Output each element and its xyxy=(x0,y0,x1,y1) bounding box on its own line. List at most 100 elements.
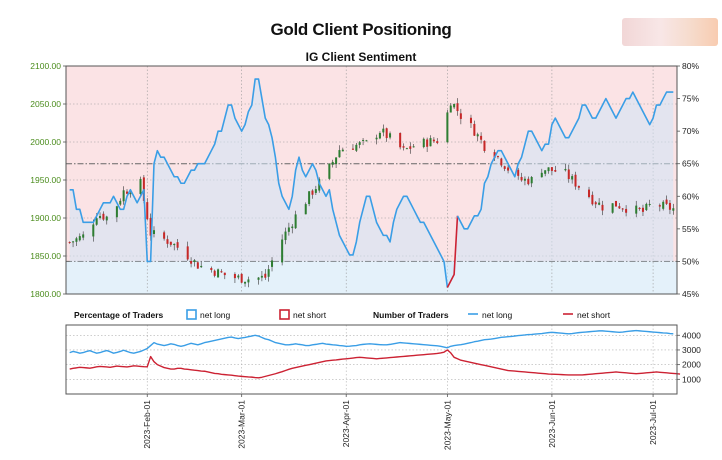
candle-body xyxy=(78,236,81,241)
pct-tick-label: 75% xyxy=(682,94,699,104)
candle-body xyxy=(469,117,472,124)
candle-body xyxy=(621,208,624,210)
candle-body xyxy=(193,260,196,263)
candle-body xyxy=(176,242,179,248)
candle-body xyxy=(645,203,648,211)
candle-body xyxy=(635,205,638,214)
candle-body xyxy=(641,207,644,212)
legend-num-short: net short xyxy=(577,310,611,320)
candle-body xyxy=(567,169,570,180)
candle-body xyxy=(530,177,533,184)
candle-body xyxy=(638,207,641,209)
candle-body xyxy=(271,260,274,267)
candle-body xyxy=(577,185,580,188)
candle-body xyxy=(547,167,550,172)
legend-short-swatch xyxy=(279,309,290,320)
candle-body xyxy=(426,139,429,147)
date-tick-label: 2023-May-01 xyxy=(442,400,452,450)
candle-body xyxy=(544,170,547,174)
candle-body xyxy=(402,146,405,148)
candle-body xyxy=(412,146,415,148)
count-tick-label: 1000 xyxy=(682,374,701,384)
candlesticks xyxy=(68,98,675,288)
candle-body xyxy=(449,105,452,113)
candle-body xyxy=(210,267,213,271)
candle-body xyxy=(436,141,439,144)
date-tick-label: 2023-Mar-01 xyxy=(237,400,247,449)
candle-body xyxy=(126,191,129,194)
candle-body xyxy=(338,150,341,158)
main-panel: 1800.00 1850.00 1900.00 1950.00 2000.00 2050.… xyxy=(30,61,699,299)
candle-body xyxy=(102,213,105,220)
candle-body xyxy=(523,178,526,181)
legend-num-title: Number of Traders xyxy=(373,310,449,320)
candle-body xyxy=(99,216,102,219)
pct-tick-label: 70% xyxy=(682,126,699,136)
price-tick-label: 1850.00 xyxy=(30,251,61,261)
candle-body xyxy=(409,146,412,149)
candle-body xyxy=(314,189,317,193)
lower-lines xyxy=(69,329,681,379)
date-tick-label: 2023-Jun-01 xyxy=(547,400,557,448)
pct-line-long xyxy=(456,91,674,230)
candle-body xyxy=(139,178,142,194)
candle-body xyxy=(601,204,604,211)
candle-body xyxy=(95,218,98,225)
date-tick-label: 2023-Apr-01 xyxy=(341,400,351,448)
candle-body xyxy=(291,226,294,229)
price-tick-label: 2000.00 xyxy=(30,137,61,147)
candle-body xyxy=(287,227,290,232)
candle-body xyxy=(480,135,483,140)
date-axis: 2023-Feb-01 2023-Mar-01 2023-Apr-01 2023-Ma… xyxy=(142,394,658,450)
candle-body xyxy=(223,272,226,276)
candle-body xyxy=(594,202,597,205)
candle-body xyxy=(503,166,506,169)
candle-body xyxy=(213,270,216,276)
candle-body xyxy=(378,132,381,139)
candle-body xyxy=(240,273,243,283)
candle-body xyxy=(500,158,503,166)
candle-body xyxy=(668,202,671,210)
pct-line-group xyxy=(69,78,674,288)
candle-body xyxy=(389,133,392,138)
candle-body xyxy=(355,144,358,151)
candle-body xyxy=(152,230,156,235)
candle-body xyxy=(146,202,149,220)
price-tick-label: 1950.00 xyxy=(30,175,61,185)
candle-body xyxy=(335,157,338,165)
candle-body xyxy=(281,239,284,263)
candle-body xyxy=(166,239,169,244)
candle-body xyxy=(264,273,267,278)
candle-body xyxy=(432,139,435,142)
candle-body xyxy=(294,214,297,229)
candle-body xyxy=(507,167,510,171)
candle-body xyxy=(173,243,176,246)
candle-body xyxy=(611,203,614,213)
candle-body xyxy=(493,152,496,159)
price-tick-label: 2100.00 xyxy=(30,61,61,71)
candle-body xyxy=(331,161,334,165)
candle-body xyxy=(233,273,236,279)
candle-body xyxy=(375,137,378,140)
chart-subtitle: IG Client Sentiment xyxy=(305,50,417,64)
legend-num-long: net long xyxy=(482,310,513,320)
candle-body xyxy=(257,277,260,280)
candle-body xyxy=(220,271,223,273)
lower-grid xyxy=(66,325,677,394)
candle-body xyxy=(587,189,591,198)
candle-body xyxy=(75,238,78,242)
candle-body xyxy=(618,206,621,209)
candle-body xyxy=(68,242,71,244)
candle-body xyxy=(362,139,365,141)
pct-line-short xyxy=(446,215,459,288)
candle-body xyxy=(237,275,240,278)
count-tick-label: 3000 xyxy=(682,345,701,355)
candle-body xyxy=(520,176,523,181)
candle-body xyxy=(527,178,530,185)
pct-tick-label: 60% xyxy=(682,191,699,201)
candle-body xyxy=(328,163,331,179)
candle-body xyxy=(190,260,193,264)
candle-body xyxy=(496,156,499,158)
traders-long-line xyxy=(69,329,674,354)
count-axis: 1000 2000 3000 4000 xyxy=(677,330,701,384)
